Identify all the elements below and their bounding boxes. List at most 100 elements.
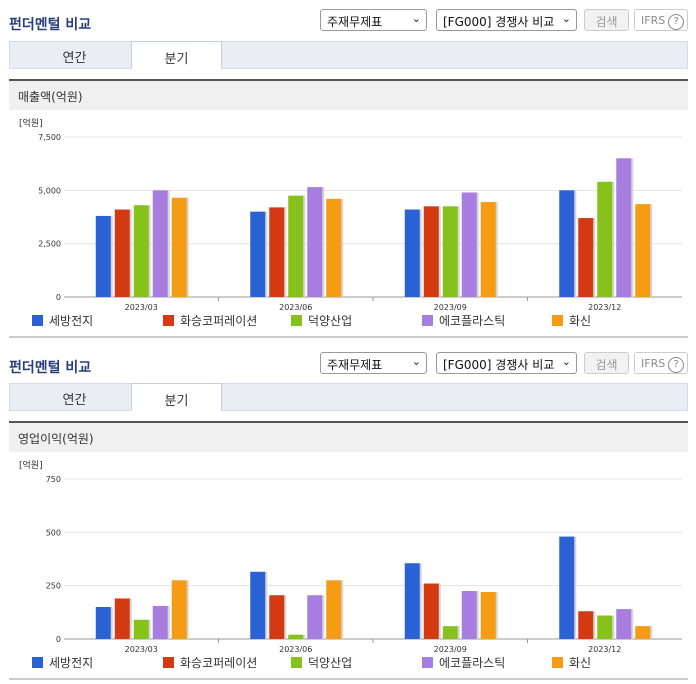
bar-덕양산업	[442, 626, 458, 639]
statement-type-value: 주재무제표	[327, 15, 383, 29]
bar-화신	[326, 580, 342, 639]
divider	[9, 678, 688, 680]
legend-label: 세방전지	[49, 656, 93, 670]
legend-label: 에코플라스틱	[439, 656, 505, 670]
legend-label: 화신	[569, 314, 591, 328]
legend-label: 화신	[569, 656, 591, 670]
bar-화승코퍼레이션	[114, 598, 130, 639]
compare-value: [FG000] 경쟁사 비교	[443, 15, 555, 29]
bar-화승코퍼레이션	[578, 611, 594, 639]
x-tick-label: 2023/06	[279, 303, 312, 312]
help-icon[interactable]: ?	[668, 14, 685, 30]
legend-swatch	[422, 315, 433, 326]
bar-에코플라스틱	[461, 192, 477, 297]
y-tick-label: 5,000	[38, 186, 61, 195]
operating-profit-bar-chart: [억원] 0 250 500 750 2023/03 2023/06 2023/09 2023/…	[19, 459, 682, 670]
x-tick-label: 2023/12	[588, 303, 621, 312]
legend-swatch	[291, 315, 302, 326]
legend-swatch	[163, 657, 174, 668]
bar-화신	[480, 202, 496, 297]
compare-select[interactable]: [FG000] 경쟁사 비교 ⌄	[436, 9, 577, 31]
tab-annual[interactable]: 연간	[62, 393, 87, 408]
x-tick-label: 2023/03	[125, 645, 158, 654]
legend-swatch	[163, 315, 174, 326]
tab-annual[interactable]: 연간	[62, 51, 87, 66]
bar-세방전지	[95, 607, 111, 639]
ifrs-button[interactable]: IFRS?	[634, 9, 688, 31]
x-tick-label: 2023/09	[434, 303, 467, 312]
bar-세방전지	[559, 190, 575, 297]
bar-덕양산업	[133, 205, 149, 297]
ifrs-label: IFRS	[641, 357, 666, 370]
y-tick-label: 7,500	[38, 133, 61, 142]
legend-swatch	[32, 315, 43, 326]
bar-덕양산업	[442, 206, 458, 297]
chevron-down-icon: ⌄	[561, 12, 571, 25]
legend-label: 덕양산업	[308, 656, 352, 670]
statement-type-select[interactable]: 주재무제표 ⌄	[320, 352, 427, 374]
search-button[interactable]: 검색	[584, 9, 629, 31]
bar-에코플라스틱	[307, 595, 323, 639]
bar-화신	[171, 580, 187, 639]
bar-화신	[635, 626, 651, 639]
legend-swatch	[552, 657, 563, 668]
section-title: 펀더멘털 비교	[9, 17, 92, 33]
legend-label: 에코플라스틱	[439, 314, 505, 328]
bar-세방전지	[250, 571, 266, 639]
period-tabs: 연간 분기	[9, 41, 688, 69]
legend-label: 화승코퍼레이션	[180, 656, 257, 670]
bar-화신	[480, 592, 496, 639]
y-tick-label: 0	[56, 635, 61, 644]
bar-덕양산업	[597, 615, 613, 639]
tab-quarterly[interactable]: 분기	[131, 383, 222, 411]
y-tick-label: 750	[46, 475, 61, 484]
bar-에코플라스틱	[616, 158, 632, 297]
bar-세방전지	[404, 209, 420, 297]
chart-container-operating-profit: [억원] 0 250 500 750 2023/03 2023/06 2023/09 2023/…	[9, 454, 688, 676]
bar-에코플라스틱	[461, 591, 477, 639]
sales-bar-chart: [억원] 0 2,500 5,000 7,500 2023/03 2023/06 2023/0…	[19, 117, 682, 328]
bar-에코플라스틱	[307, 187, 323, 297]
statement-type-value: 주재무제표	[327, 358, 383, 372]
bar-에코플라스틱	[152, 190, 168, 297]
unit-label: [억원]	[19, 117, 43, 129]
ifrs-button[interactable]: IFRS?	[634, 352, 688, 374]
panel-title: 영업이익(억원)	[9, 421, 688, 452]
help-icon[interactable]: ?	[668, 357, 685, 373]
x-tick-label: 2023/06	[279, 645, 312, 654]
tab-quarterly[interactable]: 분기	[131, 41, 222, 69]
statement-type-select[interactable]: 주재무제표 ⌄	[320, 9, 427, 31]
bar-세방전지	[404, 563, 420, 639]
bar-화신	[326, 198, 342, 297]
legend-swatch	[291, 657, 302, 668]
bar-덕양산업	[288, 634, 304, 639]
chevron-down-icon: ⌄	[561, 355, 571, 368]
bar-화신	[635, 204, 651, 297]
compare-value: [FG000] 경쟁사 비교	[443, 358, 555, 372]
x-tick-label: 2023/03	[125, 303, 158, 312]
divider	[9, 336, 688, 338]
bar-화승코퍼레이션	[269, 207, 285, 297]
search-button[interactable]: 검색	[584, 352, 629, 374]
y-tick-label: 250	[46, 582, 61, 591]
x-tick-label: 2023/09	[434, 645, 467, 654]
unit-label: [억원]	[19, 459, 43, 471]
bar-세방전지	[250, 211, 266, 297]
bar-덕양산업	[597, 181, 613, 297]
legend-swatch	[32, 657, 43, 668]
panel-title: 매출액(억원)	[9, 79, 688, 110]
legend-label: 화승코퍼레이션	[180, 314, 257, 328]
ifrs-label: IFRS	[641, 14, 666, 27]
legend-swatch	[422, 657, 433, 668]
y-tick-label: 2,500	[38, 240, 61, 249]
legend-swatch	[552, 315, 563, 326]
bar-화승코퍼레이션	[578, 218, 594, 297]
period-tabs: 연간 분기	[9, 383, 688, 411]
bar-에코플라스틱	[616, 609, 632, 639]
bar-화승코퍼레이션	[269, 595, 285, 639]
bar-화신	[171, 197, 187, 297]
bar-세방전지	[95, 215, 111, 297]
bar-화승코퍼레이션	[423, 206, 439, 297]
chevron-down-icon: ⌄	[411, 355, 421, 368]
compare-select[interactable]: [FG000] 경쟁사 비교 ⌄	[436, 352, 577, 374]
